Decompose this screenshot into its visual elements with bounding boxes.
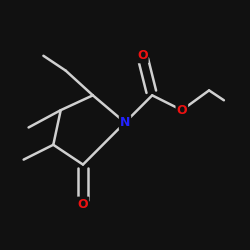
Text: O: O [78, 198, 88, 210]
Text: N: N [120, 116, 130, 129]
Text: O: O [176, 104, 187, 117]
Text: O: O [137, 49, 147, 62]
